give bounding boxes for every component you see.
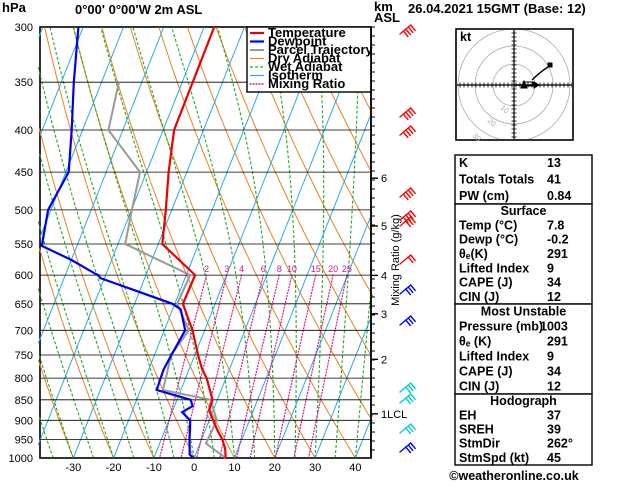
svg-text:2: 2 — [381, 354, 387, 366]
svg-text:550: 550 — [15, 239, 33, 251]
svg-text:K: K — [459, 156, 468, 170]
svg-text:θₑ (K): θₑ (K) — [459, 335, 491, 349]
svg-text:291: 291 — [547, 335, 568, 349]
svg-text:©weatheronline.co.uk: ©weatheronline.co.uk — [449, 469, 578, 483]
svg-text:7.8: 7.8 — [547, 218, 564, 232]
svg-text:26.04.2021 15GMT (Base: 12): 26.04.2021 15GMT (Base: 12) — [408, 1, 586, 16]
svg-text:262°: 262° — [547, 437, 573, 451]
svg-text:EH: EH — [459, 408, 476, 422]
svg-text:9: 9 — [547, 350, 554, 364]
svg-text:CIN (J): CIN (J) — [459, 290, 499, 304]
svg-text:0: 0 — [191, 462, 197, 474]
svg-text:-30: -30 — [65, 462, 81, 474]
svg-text:30: 30 — [309, 462, 321, 474]
svg-text:41: 41 — [547, 173, 561, 187]
svg-text:34: 34 — [547, 276, 561, 290]
svg-text:400: 400 — [15, 125, 33, 137]
svg-text:Pressure (mb): Pressure (mb) — [459, 320, 543, 334]
svg-text:Surface: Surface — [501, 204, 547, 218]
svg-text:900: 900 — [15, 415, 33, 427]
svg-text:4: 4 — [381, 270, 387, 282]
svg-text:Dewp (°C): Dewp (°C) — [459, 233, 518, 247]
svg-text:StmDir: StmDir — [459, 437, 500, 451]
svg-text:1LCL: 1LCL — [381, 409, 407, 421]
svg-text:Hodograph: Hodograph — [490, 394, 557, 408]
svg-text:0°00' 0°00'W 2m ASL: 0°00' 0°00'W 2m ASL — [75, 2, 202, 17]
svg-text:Lifted Index: Lifted Index — [459, 261, 529, 275]
svg-text:350: 350 — [15, 77, 33, 89]
svg-text:-0.2: -0.2 — [547, 233, 569, 247]
svg-text:850: 850 — [15, 395, 33, 407]
svg-text:SREH: SREH — [459, 423, 494, 437]
svg-text:10: 10 — [228, 462, 240, 474]
svg-text:-10: -10 — [146, 462, 162, 474]
svg-text:CIN (J): CIN (J) — [459, 380, 499, 394]
svg-text:450: 450 — [15, 167, 33, 179]
svg-text:700: 700 — [15, 325, 33, 337]
svg-text:950: 950 — [15, 435, 33, 447]
svg-text:4: 4 — [239, 264, 244, 274]
svg-text:hPa: hPa — [2, 0, 27, 15]
svg-text:CAPE (J): CAPE (J) — [459, 365, 512, 379]
svg-text:12: 12 — [547, 290, 561, 304]
svg-text:750: 750 — [15, 350, 33, 362]
svg-text:600: 600 — [15, 270, 33, 282]
svg-text:Mixing Ratio: Mixing Ratio — [268, 76, 345, 91]
svg-text:Most Unstable: Most Unstable — [481, 305, 566, 319]
svg-text:15: 15 — [311, 264, 321, 274]
svg-text:ASL: ASL — [374, 10, 400, 25]
svg-text:kt: kt — [460, 30, 472, 44]
svg-text:800: 800 — [15, 373, 33, 385]
svg-text:45: 45 — [547, 451, 561, 465]
svg-text:20: 20 — [328, 264, 338, 274]
svg-text:PW (cm): PW (cm) — [459, 189, 509, 203]
svg-text:5: 5 — [381, 221, 387, 233]
svg-text:Mixing Ratio (g/kg): Mixing Ratio (g/kg) — [390, 214, 402, 306]
svg-text:3: 3 — [224, 264, 229, 274]
svg-text:20: 20 — [269, 462, 281, 474]
svg-text:25: 25 — [342, 264, 352, 274]
svg-text:500: 500 — [15, 205, 33, 217]
svg-text:-20: -20 — [106, 462, 122, 474]
svg-text:StmSpd (kt): StmSpd (kt) — [459, 451, 529, 465]
svg-text:θₑ(K): θₑ(K) — [459, 247, 488, 261]
svg-text:39: 39 — [547, 423, 561, 437]
svg-text:CAPE (J): CAPE (J) — [459, 276, 512, 290]
svg-text:8: 8 — [277, 264, 282, 274]
svg-text:37: 37 — [547, 408, 561, 422]
svg-text:1000: 1000 — [9, 453, 33, 465]
svg-text:Totals Totals: Totals Totals — [459, 173, 534, 187]
svg-text:1003: 1003 — [540, 320, 568, 334]
svg-text:Temp (°C): Temp (°C) — [459, 218, 517, 232]
svg-text:10: 10 — [287, 264, 297, 274]
svg-text:3: 3 — [381, 309, 387, 321]
svg-text:Lifted Index: Lifted Index — [459, 350, 529, 364]
svg-text:291: 291 — [547, 247, 568, 261]
svg-text:40: 40 — [349, 462, 361, 474]
svg-text:300: 300 — [15, 22, 33, 34]
svg-text:13: 13 — [547, 156, 561, 170]
svg-text:6: 6 — [381, 173, 387, 185]
svg-text:0.84: 0.84 — [547, 189, 571, 203]
svg-text:2: 2 — [204, 264, 209, 274]
svg-text:650: 650 — [15, 299, 33, 311]
svg-text:9: 9 — [547, 261, 554, 275]
svg-text:12: 12 — [547, 380, 561, 394]
svg-text:34: 34 — [547, 365, 561, 379]
svg-text:6: 6 — [261, 264, 266, 274]
